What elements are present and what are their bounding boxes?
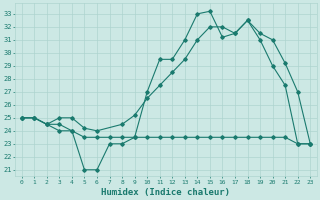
X-axis label: Humidex (Indice chaleur): Humidex (Indice chaleur)	[101, 188, 230, 197]
